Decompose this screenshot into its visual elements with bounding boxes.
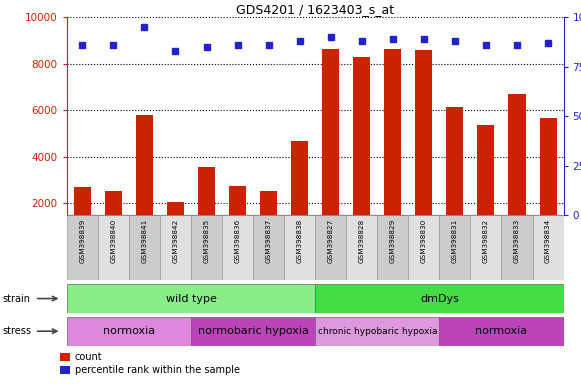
Bar [501,215,533,280]
Text: GSM398830: GSM398830 [421,218,427,263]
Bar [322,49,339,250]
Text: GSM398832: GSM398832 [483,218,489,263]
Bar [136,115,153,250]
Text: chronic hypobaric hypoxia: chronic hypobaric hypoxia [318,327,437,336]
Bar [222,215,253,280]
Text: normoxia: normoxia [475,326,528,336]
Bar [67,284,315,313]
Bar [471,215,501,280]
Bar [105,190,122,250]
Text: GSM398838: GSM398838 [297,218,303,263]
Bar [284,215,315,280]
Text: GSM398841: GSM398841 [141,218,148,263]
Bar [408,215,439,280]
Text: GSM398842: GSM398842 [173,218,178,263]
Text: normobaric hypoxia: normobaric hypoxia [198,326,309,336]
Bar [253,215,284,280]
Bar [160,215,191,280]
Bar [74,187,91,250]
Bar [315,215,346,280]
Bar [315,284,564,313]
Bar [191,317,315,346]
Bar [353,57,370,250]
Bar [129,215,160,280]
Bar [446,107,464,250]
Bar [229,186,246,250]
Text: GSM398837: GSM398837 [266,218,272,263]
Bar [191,215,222,280]
Bar [67,317,191,346]
Text: strain: strain [3,293,31,304]
Text: GSM398833: GSM398833 [514,218,520,263]
Bar [291,141,308,250]
Bar [384,49,401,250]
Bar [439,317,564,346]
Bar [533,215,564,280]
Text: GSM398828: GSM398828 [358,218,365,263]
Bar [67,215,98,280]
Bar [98,215,129,280]
Title: GDS4201 / 1623403_s_at: GDS4201 / 1623403_s_at [236,3,394,16]
Text: GSM398836: GSM398836 [235,218,241,263]
Bar [167,202,184,250]
Text: stress: stress [3,326,32,336]
Bar [439,215,471,280]
Text: GSM398834: GSM398834 [545,218,551,263]
Text: normoxia: normoxia [103,326,155,336]
Text: GSM398827: GSM398827 [328,218,333,263]
Legend: count, percentile rank within the sample: count, percentile rank within the sample [60,353,239,375]
Bar [415,50,432,250]
Bar [478,126,494,250]
Bar [508,94,526,250]
Bar [540,119,557,250]
Text: GSM398829: GSM398829 [390,218,396,263]
Text: GSM398831: GSM398831 [452,218,458,263]
Bar [260,190,277,250]
Text: GSM398835: GSM398835 [203,218,210,263]
Bar [315,317,439,346]
Text: dmDys: dmDys [420,293,459,304]
Text: GSM398839: GSM398839 [80,218,85,263]
Text: GSM398840: GSM398840 [110,218,116,263]
Bar [198,167,215,250]
Bar [377,215,408,280]
Bar [346,215,377,280]
Text: wild type: wild type [166,293,217,304]
